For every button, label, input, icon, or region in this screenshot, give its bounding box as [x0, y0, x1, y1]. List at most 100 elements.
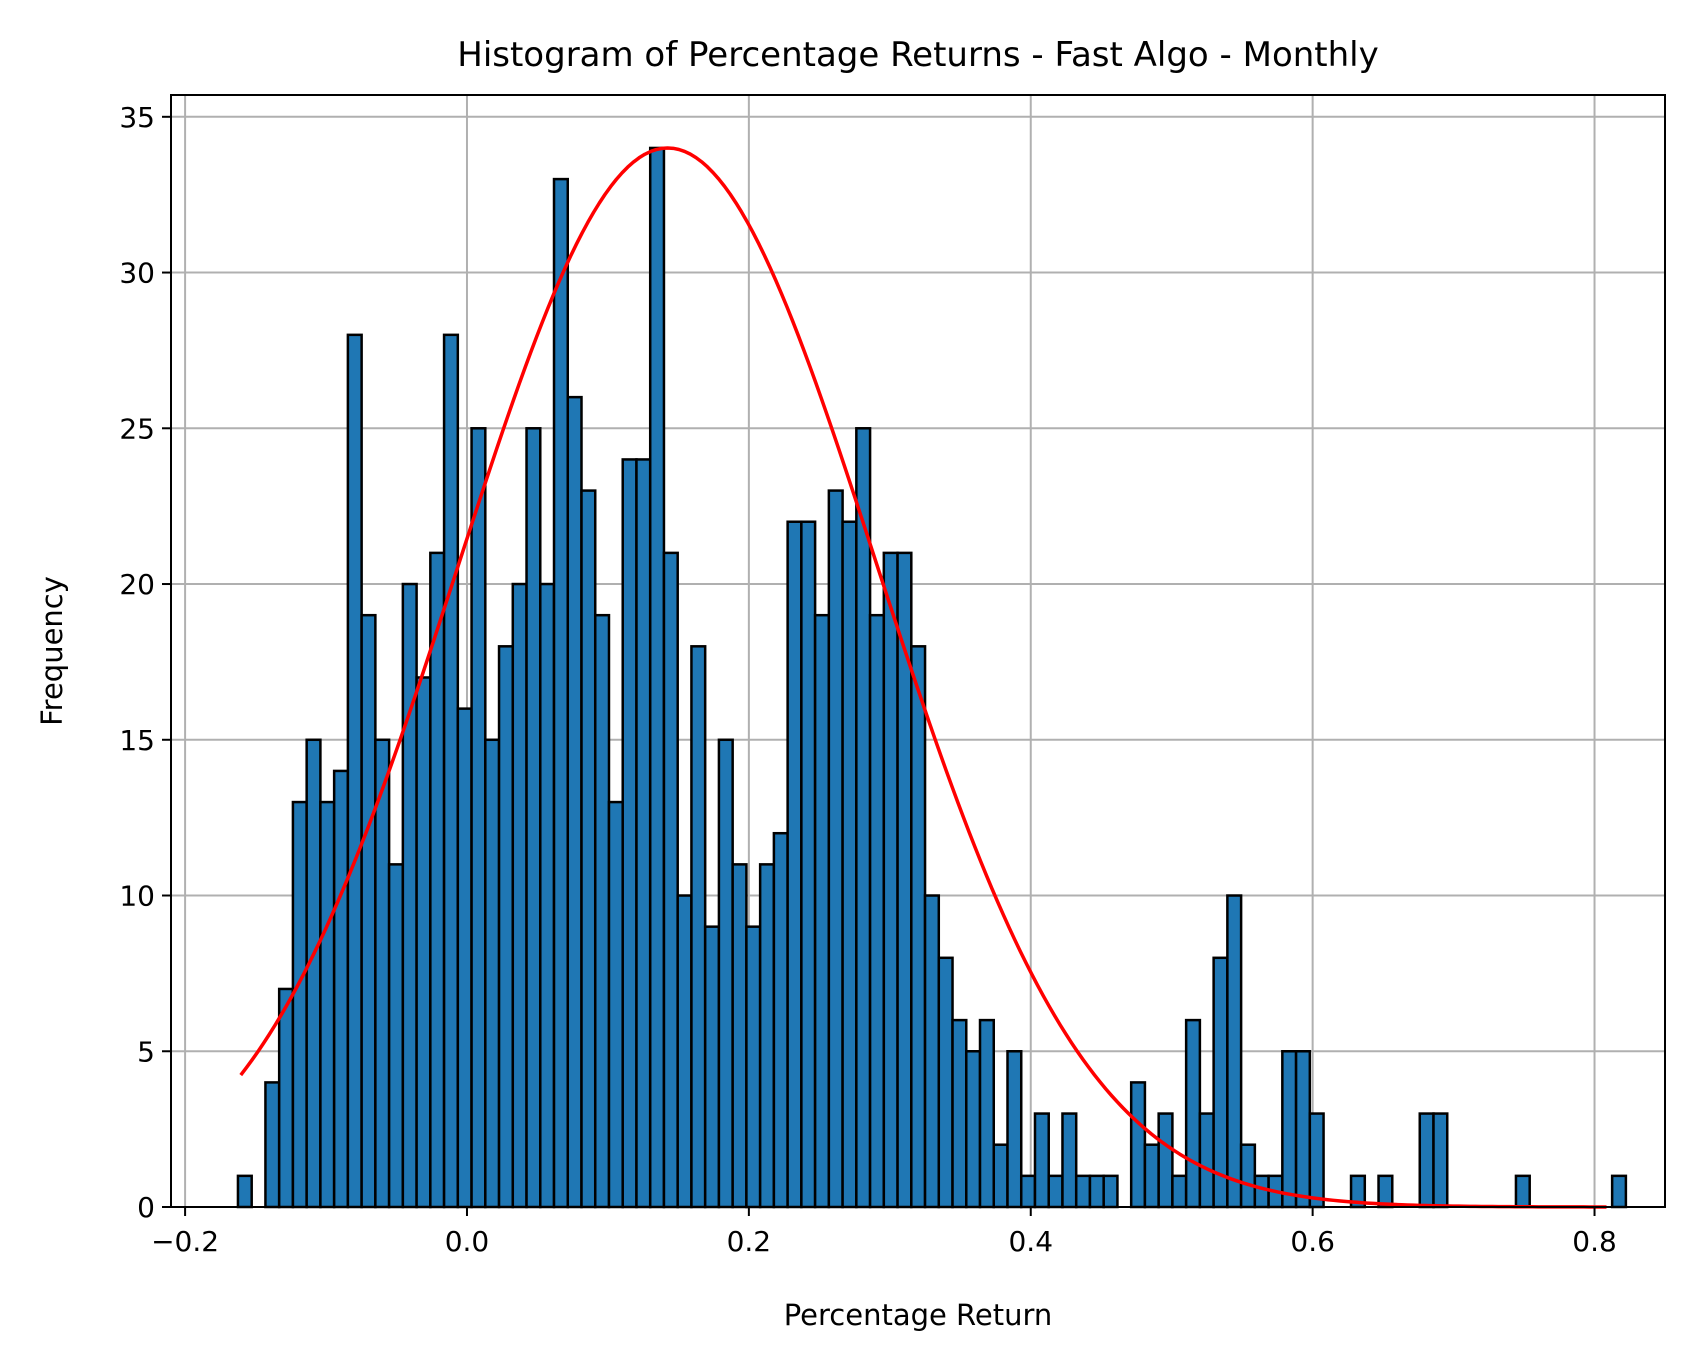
histogram-bar	[484, 738, 501, 1209]
histogram-bar	[827, 489, 844, 1209]
histogram-bar	[1198, 1112, 1215, 1209]
y-tick-label: 15	[119, 724, 155, 757]
histogram-bar	[415, 676, 432, 1209]
histogram-bar	[690, 645, 707, 1209]
histogram-bar	[676, 894, 693, 1209]
histogram-bar	[236, 1174, 253, 1209]
histogram-bar	[552, 177, 570, 1209]
histogram-bar	[442, 333, 460, 1209]
histogram-bar	[1212, 956, 1229, 1209]
x-tick-label: 0.2	[727, 1225, 772, 1258]
histogram-bar	[621, 458, 638, 1209]
histogram-bar	[868, 613, 886, 1209]
x-tick-label: 0.0	[445, 1225, 490, 1258]
histogram-bar	[731, 863, 748, 1209]
histogram-bar	[332, 769, 350, 1209]
histogram-bar	[1157, 1112, 1174, 1209]
histogram-bar	[291, 800, 308, 1209]
histogram-bar	[1432, 1112, 1449, 1209]
x-axis-label: Percentage Return	[784, 1298, 1053, 1332]
histogram-bar	[951, 1018, 968, 1209]
histogram-bar	[360, 613, 377, 1209]
histogram-bar	[1061, 1112, 1078, 1209]
histogram-bar	[1102, 1174, 1119, 1209]
histogram-bar	[910, 645, 927, 1209]
x-tick-label: 0.6	[1290, 1225, 1335, 1258]
histogram-bar	[1281, 1050, 1298, 1209]
histogram-bar	[511, 582, 528, 1209]
histogram-bar	[580, 489, 597, 1209]
y-tick-label: 10	[119, 880, 155, 913]
histogram-bars	[236, 146, 1628, 1209]
histogram-bar	[662, 551, 679, 1209]
normal-fit-line	[239, 146, 1607, 1209]
y-tick-label: 30	[119, 257, 155, 290]
histogram-bar	[1047, 1174, 1064, 1209]
histogram-bar	[1239, 1143, 1257, 1209]
histogram-bar	[1308, 1112, 1325, 1209]
histogram-bar	[882, 551, 899, 1209]
histogram-bar	[470, 427, 487, 1209]
histogram-bar	[387, 863, 405, 1209]
histogram-bar	[1143, 1143, 1160, 1209]
histogram-bar	[539, 582, 556, 1209]
histogram-bar	[965, 1050, 982, 1209]
histogram-bar	[978, 1018, 996, 1209]
histogram-bar	[992, 1143, 1009, 1209]
histogram-bar	[305, 738, 322, 1209]
histogram-bar	[855, 427, 872, 1209]
histogram-bar	[1074, 1174, 1092, 1209]
histogram-bar	[1184, 1018, 1202, 1209]
histogram-bar	[1418, 1112, 1435, 1209]
y-axis-label: Frequency	[35, 576, 69, 726]
histogram-bar	[786, 520, 803, 1209]
histogram-bar	[758, 863, 776, 1209]
histogram-bar	[1129, 1081, 1147, 1209]
histogram-bar	[607, 800, 624, 1209]
histogram-bar	[497, 645, 515, 1209]
y-tick-label: 25	[119, 412, 155, 445]
histogram-bar	[1610, 1174, 1628, 1209]
histogram-bar	[635, 458, 652, 1209]
histogram-bar	[813, 613, 831, 1209]
x-tick-label: −0.2	[151, 1225, 219, 1258]
histogram-bar	[264, 1081, 281, 1209]
histogram-bar	[1019, 1174, 1037, 1209]
normal-fit-curve	[239, 146, 1607, 1209]
histogram-bar	[1253, 1174, 1270, 1209]
histogram-bar	[319, 800, 336, 1209]
x-tick-label: 0.4	[1008, 1225, 1053, 1258]
histogram-bar	[566, 395, 583, 1209]
histogram-bar	[593, 613, 611, 1209]
y-tick-label: 35	[119, 101, 155, 134]
histogram-bar	[745, 925, 762, 1209]
histogram-bar	[1088, 1174, 1105, 1209]
histogram-bar	[401, 582, 418, 1209]
axis-ticks: −0.2 0.0 0.2 0.4 0.6 0.8 0 5 10 15 20 25 30 35	[119, 101, 1616, 1258]
histogram-bar	[1514, 1174, 1531, 1209]
histogram-bar	[772, 831, 789, 1209]
histogram-bar	[1171, 1174, 1188, 1209]
histogram-bar	[374, 738, 391, 1209]
histogram-bar	[429, 551, 446, 1209]
y-tick-label: 20	[119, 568, 155, 601]
histogram-bar	[937, 956, 954, 1209]
histogram-bar	[346, 333, 363, 1209]
histogram-bar	[717, 738, 734, 1209]
histogram-bar	[648, 146, 666, 1209]
histogram-bar	[456, 707, 473, 1209]
histogram-bar	[923, 894, 941, 1209]
histogram-bar	[800, 520, 817, 1209]
histogram-bar	[1006, 1050, 1023, 1209]
histogram-bar	[525, 427, 542, 1209]
histogram-bar	[841, 520, 858, 1209]
histogram-bar	[703, 925, 721, 1209]
grid	[171, 95, 1665, 1207]
y-tick-label: 5	[137, 1035, 155, 1068]
histogram-bar	[1294, 1050, 1312, 1209]
plot-area-frame	[170, 94, 1666, 1208]
x-tick-label: 0.8	[1572, 1225, 1617, 1258]
histogram-bar	[1033, 1112, 1050, 1209]
chart-title: Histogram of Percentage Returns - Fast A…	[457, 35, 1379, 75]
